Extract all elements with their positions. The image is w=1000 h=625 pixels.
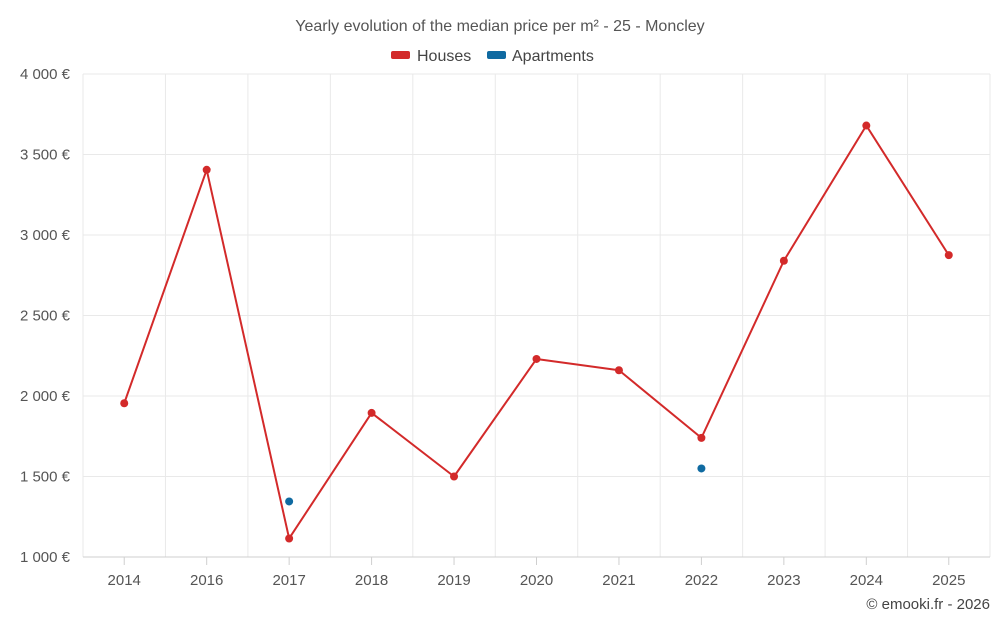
data-point-houses-2024[interactable] [862, 121, 871, 130]
data-point-houses-2020[interactable] [532, 354, 541, 363]
data-point-apartments-2022[interactable] [697, 464, 706, 473]
legend-label-houses: Houses [417, 48, 471, 65]
data-point-apartments-2017[interactable] [285, 497, 294, 506]
data-point-houses-2019[interactable] [450, 472, 459, 481]
data-point-houses-2014[interactable] [120, 399, 129, 408]
data-point-houses-2017[interactable] [285, 534, 294, 543]
x-tick-label-2024: 2024 [850, 572, 883, 589]
x-tick-label-2018: 2018 [355, 572, 388, 589]
y-tick-label: 2 500 € [20, 308, 71, 325]
legend-item-apartments[interactable]: Apartments [487, 48, 594, 65]
y-tick-label: 2 000 € [20, 388, 71, 405]
legend-swatch-apartments [487, 51, 506, 59]
x-tick-label-2020: 2020 [520, 572, 553, 589]
y-tick-label: 4 000 € [20, 66, 71, 83]
gridlines [82, 73, 991, 557]
x-tick-label-2014: 2014 [108, 572, 141, 589]
x-tick-label-2021: 2021 [602, 572, 635, 589]
legend-item-houses[interactable]: Houses [391, 48, 471, 65]
legend: Houses Apartments [391, 48, 594, 65]
data-point-houses-2023[interactable] [779, 256, 788, 265]
x-tick-label-2025: 2025 [932, 572, 965, 589]
data-point-houses-2025[interactable] [944, 251, 953, 260]
x-tick-label-2022: 2022 [685, 572, 718, 589]
credit-text: © emooki.fr - 2026 [866, 596, 990, 613]
data-point-houses-2021[interactable] [614, 366, 623, 375]
x-tick-label-2019: 2019 [437, 572, 470, 589]
data-point-houses-2016[interactable] [202, 165, 211, 174]
y-tick-label: 1 000 € [20, 549, 71, 566]
data-point-houses-2022[interactable] [697, 433, 706, 442]
series-layer [120, 121, 953, 543]
axes: 1 000 € 1 500 € 2 000 € 2 500 € 3 000 € 3 500… [20, 66, 990, 589]
x-tick-label-2017: 2017 [272, 572, 305, 589]
legend-swatch-houses [391, 51, 410, 59]
legend-label-apartments: Apartments [512, 48, 594, 65]
x-tick-label-2016: 2016 [190, 572, 223, 589]
data-point-houses-2018[interactable] [367, 408, 376, 417]
chart-title: Yearly evolution of the median price per… [295, 18, 704, 35]
x-tick-label-2023: 2023 [767, 572, 800, 589]
y-tick-label: 1 500 € [20, 469, 71, 486]
y-tick-label: 3 500 € [20, 147, 71, 164]
y-tick-label: 3 000 € [20, 227, 71, 244]
